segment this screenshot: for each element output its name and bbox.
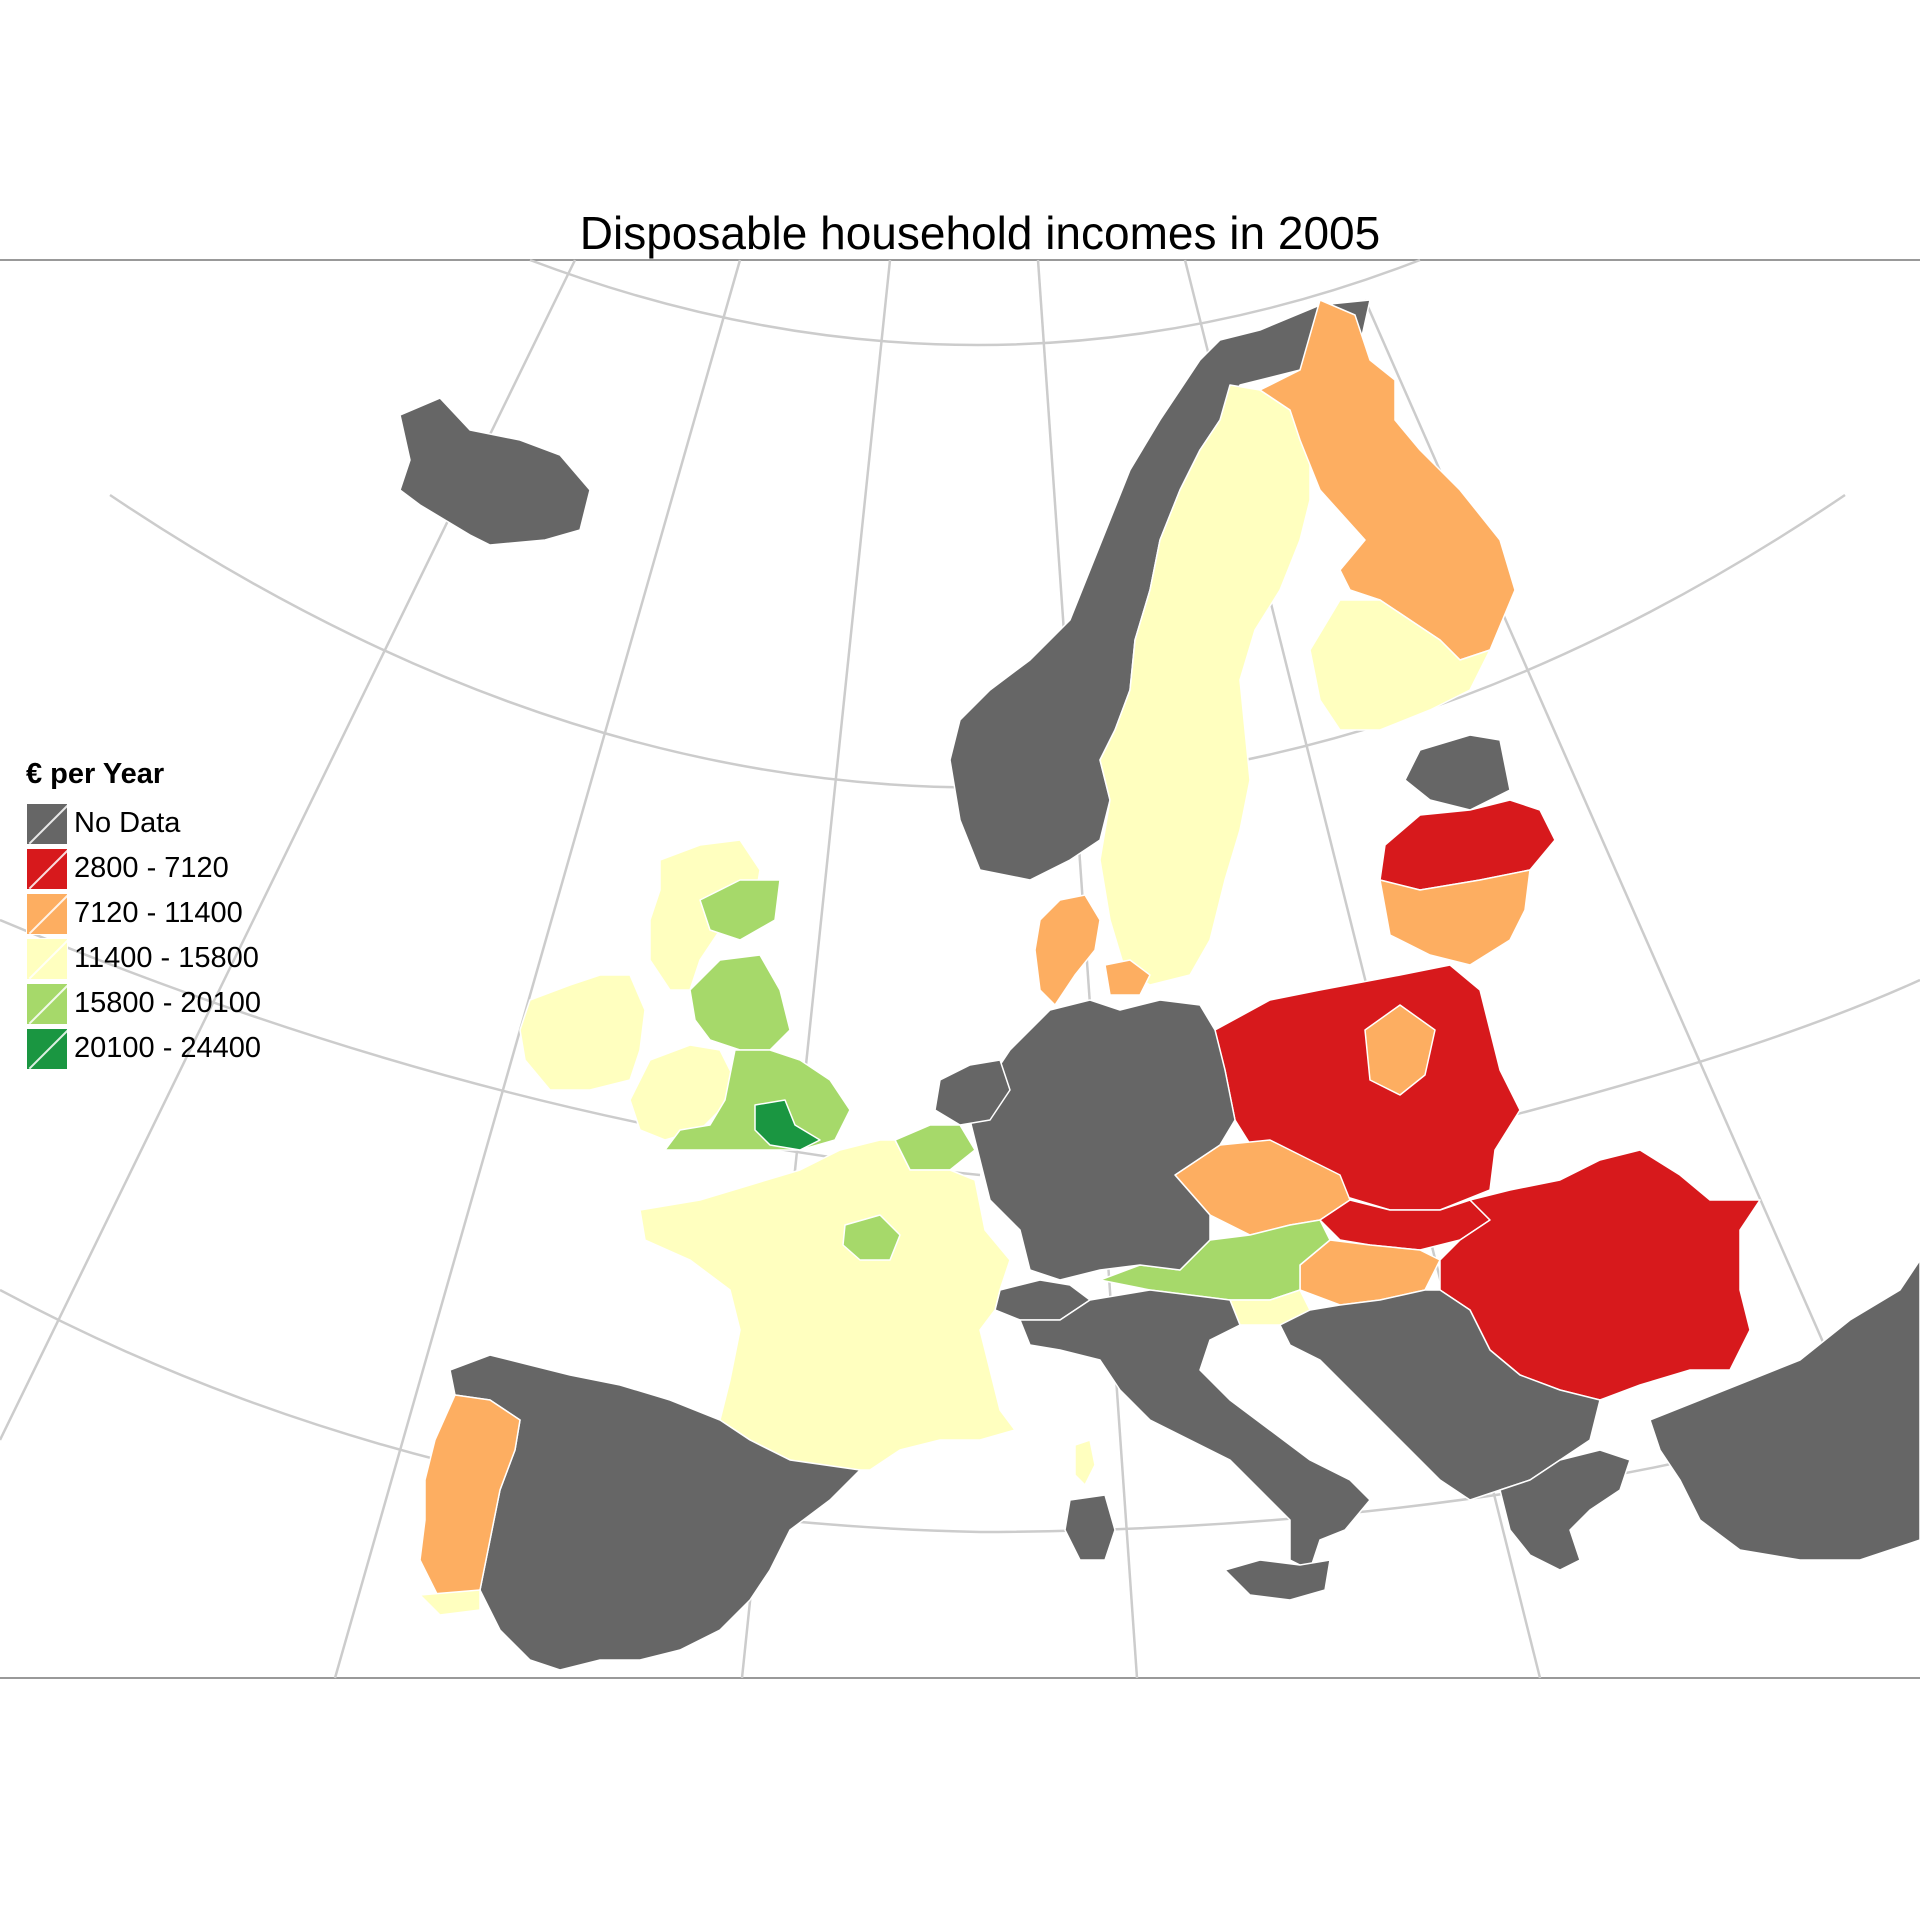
legend-item-20100-24400: 20100 - 24400 bbox=[26, 1026, 261, 1071]
region-romania bbox=[1439, 1149, 1761, 1401]
legend-label: No Data bbox=[74, 807, 181, 839]
legend-swatch bbox=[26, 937, 68, 980]
region-denmark bbox=[1034, 894, 1101, 1006]
legend-swatch bbox=[26, 847, 68, 890]
legend-label: 11400 - 15800 bbox=[74, 942, 259, 974]
legend-label: 20100 - 24400 bbox=[74, 1032, 262, 1064]
region-finland-south bbox=[1309, 599, 1491, 731]
legend-label: 7120 - 11400 bbox=[74, 897, 243, 929]
plot-frame bbox=[0, 259, 1920, 1679]
region-netherlands bbox=[934, 1059, 1011, 1126]
region-scotland-east bbox=[699, 879, 781, 941]
region-iceland bbox=[399, 397, 591, 546]
graticule bbox=[0, 258, 1920, 1679]
region-england-wales-west bbox=[629, 1044, 736, 1141]
map-regions bbox=[399, 299, 1920, 1671]
region-portugal-south bbox=[419, 1589, 481, 1616]
region-london bbox=[754, 1099, 821, 1151]
region-denmark-islands bbox=[1104, 959, 1151, 996]
region-lithuania bbox=[1379, 869, 1531, 966]
region-italy bbox=[1019, 1289, 1371, 1571]
legend: € per Year No Data 2800 - 7120 7120 - 11… bbox=[26, 758, 261, 1071]
region-estonia bbox=[1404, 734, 1511, 811]
region-ireland bbox=[519, 974, 646, 1091]
region-england-north bbox=[689, 954, 791, 1051]
region-ile-de-france bbox=[842, 1214, 901, 1261]
legend-item-11400-15800: 11400 - 15800 bbox=[26, 936, 261, 981]
map-title: Disposable household incomes in 2005 bbox=[579, 207, 1381, 259]
legend-item-7120-11400: 7120 - 11400 bbox=[26, 891, 261, 936]
legend-item-2800-7120: 2800 - 7120 bbox=[26, 846, 261, 891]
region-sicily bbox=[1224, 1559, 1331, 1601]
region-sweden bbox=[1099, 384, 1311, 986]
region-greece bbox=[1499, 1449, 1631, 1571]
region-france bbox=[639, 1139, 1016, 1471]
legend-swatch bbox=[26, 1027, 68, 1070]
legend-item-no-data: No Data bbox=[26, 801, 261, 846]
legend-label: 15800 - 20100 bbox=[74, 987, 262, 1019]
legend-swatch bbox=[26, 802, 68, 845]
legend-swatch bbox=[26, 892, 68, 935]
legend-title: € per Year bbox=[26, 758, 165, 790]
legend-label: 2800 - 7120 bbox=[74, 852, 229, 884]
region-england-south bbox=[664, 1049, 851, 1151]
region-germany bbox=[969, 999, 1236, 1281]
region-turkey bbox=[1649, 1259, 1920, 1561]
legend-item-15800-20100: 15800 - 20100 bbox=[26, 981, 261, 1026]
region-sardinia bbox=[1064, 1494, 1116, 1561]
region-poland-central bbox=[1364, 1004, 1436, 1096]
region-balkans bbox=[1279, 1289, 1601, 1501]
legend-swatch bbox=[26, 982, 68, 1025]
region-corsica bbox=[1074, 1439, 1096, 1486]
